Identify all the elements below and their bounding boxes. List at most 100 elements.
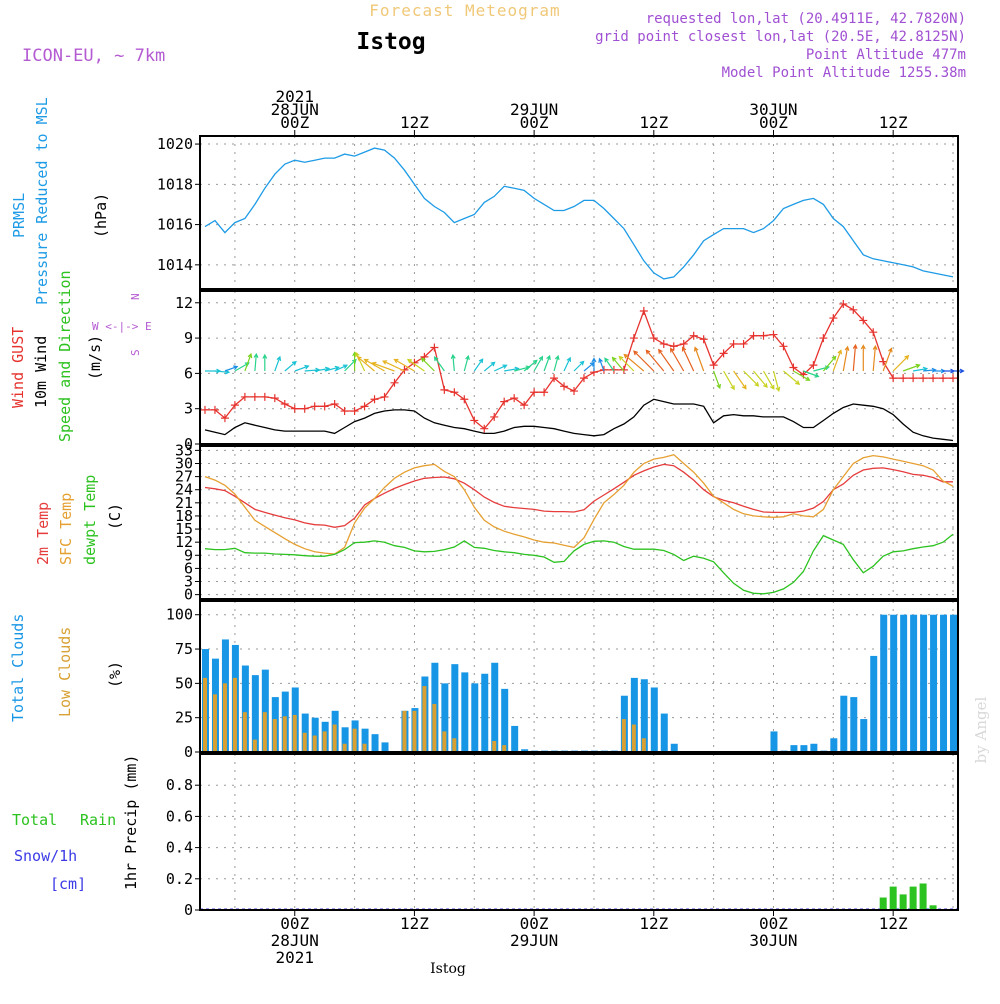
t2m-label: 2m Temp (34, 502, 52, 565)
total-cloud-bar (950, 614, 958, 752)
wind-direction-arrow (842, 345, 850, 372)
gust-marker (869, 328, 878, 337)
gust-marker (769, 330, 778, 339)
low-cloud-bar (342, 743, 347, 752)
bottom-axis-label: 00Z (280, 914, 309, 933)
wind-direction-arrow (355, 351, 366, 372)
wind-direction-arrow (224, 365, 239, 372)
compass-west-east: W <-|-> E (92, 320, 152, 333)
top-axis-label: 00Z (759, 113, 788, 132)
total-cloud-bar (640, 679, 648, 752)
panel-frame (199, 753, 959, 911)
wind-direction-arrow (294, 364, 310, 372)
bottom-axis-label: 29JUN (510, 931, 558, 950)
y-tick-label: 21 (175, 494, 193, 512)
total-cloud-bar (371, 734, 379, 752)
wind-direction-arrow (284, 360, 297, 372)
gust-marker (679, 339, 688, 348)
wind-direction-arrow (523, 359, 538, 372)
wind-direction-arrow (713, 370, 721, 390)
total-cloud-bar (800, 745, 808, 752)
bottom-axis-label: 28JUN (271, 931, 319, 950)
gust-marker (510, 394, 519, 403)
gust-marker (629, 334, 638, 343)
gust-marker (719, 349, 728, 358)
y-tick-label: 0 (184, 586, 193, 604)
low-cloud-bar (312, 735, 317, 752)
gust-marker (669, 342, 678, 351)
wind-direction-arrow (762, 370, 775, 390)
gust-marker (330, 399, 339, 408)
wind-direction-arrow (783, 370, 801, 386)
precip-panel: 0 0.2 0.4 0.6 0.8 (166, 753, 959, 919)
gust-marker (340, 407, 349, 416)
total-cloud-bar (511, 725, 519, 752)
bottom-axis-label: 12Z (400, 914, 429, 933)
wind-direction-arrow (553, 354, 560, 372)
gust-marker (779, 342, 788, 351)
rain-bar (879, 897, 887, 910)
model-label: ICON-EU, ~ 7km (22, 46, 165, 66)
y-tick-label: 33 (175, 441, 193, 459)
gust-marker (909, 374, 918, 383)
gust-marker (240, 392, 249, 401)
total-cloud-bar (770, 731, 778, 752)
total-cloud-bar (860, 719, 868, 752)
wind-direction-arrow (483, 361, 496, 372)
total-cloud-bar (451, 664, 459, 752)
pressure-panel: 1014 1016 1018 1020 (157, 135, 959, 290)
precip-unit-label: 1hr Precip (mm) (122, 755, 140, 890)
gust-marker (899, 374, 908, 383)
gridpoint-coords: grid point closest lon,lat (20.5E, 42.81… (595, 29, 966, 45)
y-tick-label: 1018 (157, 175, 193, 193)
bottom-axis-label: 12Z (639, 914, 668, 933)
wind-direction-arrow (371, 361, 395, 372)
wind-direction-arrow (324, 365, 340, 372)
wind-direction-arrow (733, 370, 747, 390)
gust-marker (440, 385, 449, 394)
gust-marker (619, 365, 628, 374)
requested-coords: requested lon,lat (20.4911E, 42.7820N) (646, 11, 966, 27)
low-cloud-bar (222, 683, 227, 752)
station-title: Istog (356, 29, 425, 55)
wind-direction-arrow (382, 360, 405, 372)
low-cloud-bar (442, 731, 447, 752)
low-cloud-bar (502, 745, 507, 752)
gust-marker (859, 316, 868, 325)
total-cloud-bar (790, 745, 798, 752)
y-tick-label: 0 (184, 743, 193, 761)
panel-frame (199, 135, 959, 290)
gust-marker (829, 314, 838, 323)
low-cloud-bar (621, 719, 626, 752)
bottom-axis-label: 30JUN (749, 931, 797, 950)
y-tick-label: 100 (166, 606, 193, 624)
gust-marker (609, 365, 618, 374)
low-cloud-bar (292, 714, 297, 752)
total-cloud-bar (341, 727, 349, 752)
wind-panel: 0 3 6 9 12 (175, 290, 965, 453)
low-cloud-bar (432, 703, 437, 752)
top-axis-label: 28JUN (271, 100, 319, 119)
y-tick-label: 30 (175, 454, 193, 472)
precip-rain-label: Rain (80, 811, 116, 829)
wind-direction-arrow (420, 357, 435, 372)
wind-direction-arrow (633, 350, 655, 372)
wind-direction-arrow (803, 370, 820, 378)
total-cloud-bar (261, 669, 269, 752)
gust-marker (789, 363, 798, 372)
total-cloud-bar (890, 614, 898, 752)
low-clouds-label: Low Clouds (56, 627, 74, 717)
y-tick-label: 12 (175, 533, 193, 551)
total-cloud-bar (491, 662, 499, 752)
gust-marker (230, 401, 239, 410)
gust-marker (709, 361, 718, 370)
top-axis-label: 12Z (400, 113, 429, 132)
bottom-axis-label: 12Z (879, 914, 908, 933)
total-cloud-bar (461, 672, 469, 752)
precip-snow-label: Snow/1h (14, 847, 77, 865)
wind-direction-arrow (723, 370, 735, 391)
pressure-line (204, 147, 954, 280)
low-cloud-bar (302, 732, 307, 752)
